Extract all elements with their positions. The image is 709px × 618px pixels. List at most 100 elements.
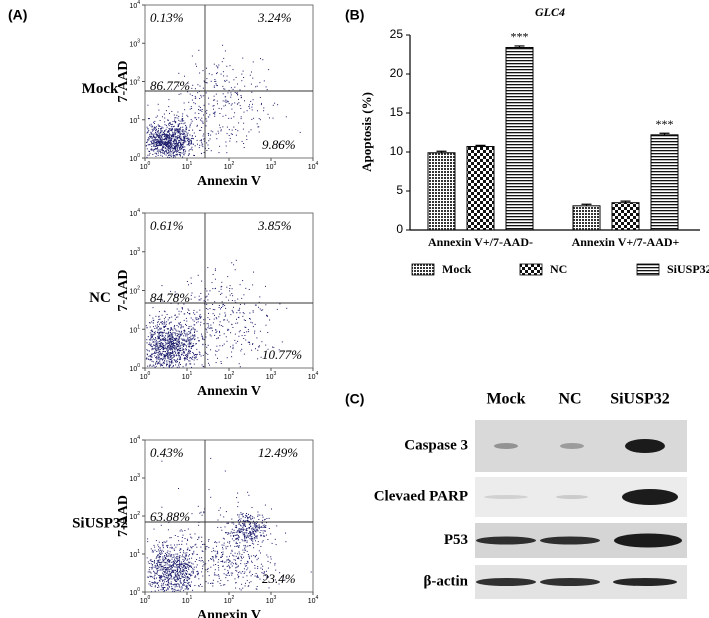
event-dot bbox=[192, 554, 194, 556]
event-dot bbox=[198, 560, 200, 561]
event-dot bbox=[217, 66, 219, 68]
event-dot bbox=[255, 86, 257, 88]
event-dot bbox=[166, 560, 168, 562]
event-dot bbox=[197, 572, 199, 574]
event-dot bbox=[168, 328, 169, 330]
event-dot bbox=[252, 103, 253, 105]
event-dot bbox=[151, 581, 153, 583]
event-dot bbox=[159, 135, 161, 137]
y-tick-label: 102 bbox=[129, 286, 140, 296]
event-dot bbox=[257, 514, 259, 516]
event-dot bbox=[156, 583, 158, 585]
event-dot bbox=[263, 579, 265, 581]
event-dot bbox=[191, 345, 193, 347]
event-dot bbox=[215, 564, 217, 565]
event-dot bbox=[161, 336, 163, 337]
event-dot bbox=[177, 579, 179, 581]
event-dot bbox=[235, 76, 237, 78]
event-dot bbox=[215, 317, 217, 319]
event-dot bbox=[245, 339, 247, 341]
event-dot bbox=[184, 146, 186, 148]
event-dot bbox=[250, 535, 252, 537]
event-dot bbox=[174, 339, 176, 341]
event-dot bbox=[214, 550, 216, 552]
event-dot bbox=[178, 72, 180, 74]
event-dot bbox=[183, 133, 185, 135]
event-dot bbox=[239, 312, 241, 314]
event-dot bbox=[231, 538, 233, 540]
event-dot bbox=[187, 116, 189, 118]
event-dot bbox=[155, 145, 157, 147]
event-dot bbox=[182, 534, 184, 536]
event-dot bbox=[167, 138, 169, 140]
event-dot bbox=[172, 149, 174, 151]
event-dot bbox=[241, 335, 243, 337]
event-dot bbox=[178, 578, 179, 580]
event-dot bbox=[211, 558, 212, 560]
event-dot bbox=[237, 94, 239, 96]
event-dot bbox=[169, 354, 171, 356]
event-dot bbox=[190, 106, 192, 108]
event-dot bbox=[259, 514, 261, 516]
event-dot bbox=[171, 143, 173, 145]
event-dot bbox=[243, 545, 245, 547]
event-dot bbox=[166, 131, 168, 133]
event-dot bbox=[187, 339, 189, 341]
tick-base: 10 bbox=[140, 164, 148, 171]
event-dot bbox=[188, 350, 190, 352]
event-dot bbox=[189, 577, 191, 579]
event-dot bbox=[176, 151, 178, 152]
event-dot bbox=[240, 512, 242, 514]
event-dot bbox=[175, 580, 177, 582]
event-dot bbox=[189, 360, 191, 362]
event-dot bbox=[191, 553, 193, 555]
event-dot bbox=[165, 147, 166, 149]
event-dot bbox=[191, 108, 193, 109]
event-dot bbox=[236, 566, 238, 568]
event-dot bbox=[278, 583, 280, 585]
event-dot bbox=[157, 559, 159, 561]
event-dot bbox=[178, 488, 179, 489]
event-dot bbox=[164, 340, 166, 342]
event-dot bbox=[188, 140, 190, 142]
event-dot bbox=[154, 355, 156, 357]
event-dot bbox=[173, 141, 175, 143]
event-dot bbox=[152, 129, 154, 131]
event-dot bbox=[153, 143, 155, 145]
event-dot bbox=[187, 540, 189, 541]
event-dot bbox=[217, 551, 218, 553]
event-dot bbox=[228, 135, 230, 136]
event-dot bbox=[180, 358, 182, 360]
event-dot bbox=[249, 531, 251, 533]
event-dot bbox=[181, 122, 183, 124]
quadrant-percent: 86.77% bbox=[150, 78, 190, 93]
event-dot bbox=[153, 528, 155, 530]
event-dot bbox=[176, 131, 178, 133]
event-dot bbox=[156, 361, 157, 363]
event-dot bbox=[182, 343, 184, 345]
event-dot bbox=[182, 567, 184, 569]
event-dot bbox=[254, 525, 256, 527]
event-dot bbox=[238, 556, 239, 558]
event-dot bbox=[248, 494, 250, 496]
event-dot bbox=[159, 137, 161, 139]
event-dot bbox=[205, 352, 207, 354]
event-dot bbox=[164, 326, 165, 328]
event-dot bbox=[262, 527, 264, 528]
event-dot bbox=[182, 137, 184, 139]
event-dot bbox=[176, 578, 178, 580]
event-dot bbox=[175, 553, 177, 555]
event-dot bbox=[155, 338, 157, 340]
event-dot bbox=[217, 103, 218, 105]
event-dot bbox=[151, 146, 153, 148]
event-dot bbox=[242, 280, 244, 282]
event-dot bbox=[159, 559, 161, 561]
protein-band bbox=[560, 443, 584, 449]
event-dot bbox=[156, 565, 158, 567]
event-dot bbox=[151, 360, 153, 362]
event-dot bbox=[167, 363, 169, 365]
event-dot bbox=[216, 318, 218, 320]
event-dot bbox=[182, 118, 184, 119]
event-dot bbox=[241, 80, 243, 82]
event-dot bbox=[172, 147, 174, 149]
